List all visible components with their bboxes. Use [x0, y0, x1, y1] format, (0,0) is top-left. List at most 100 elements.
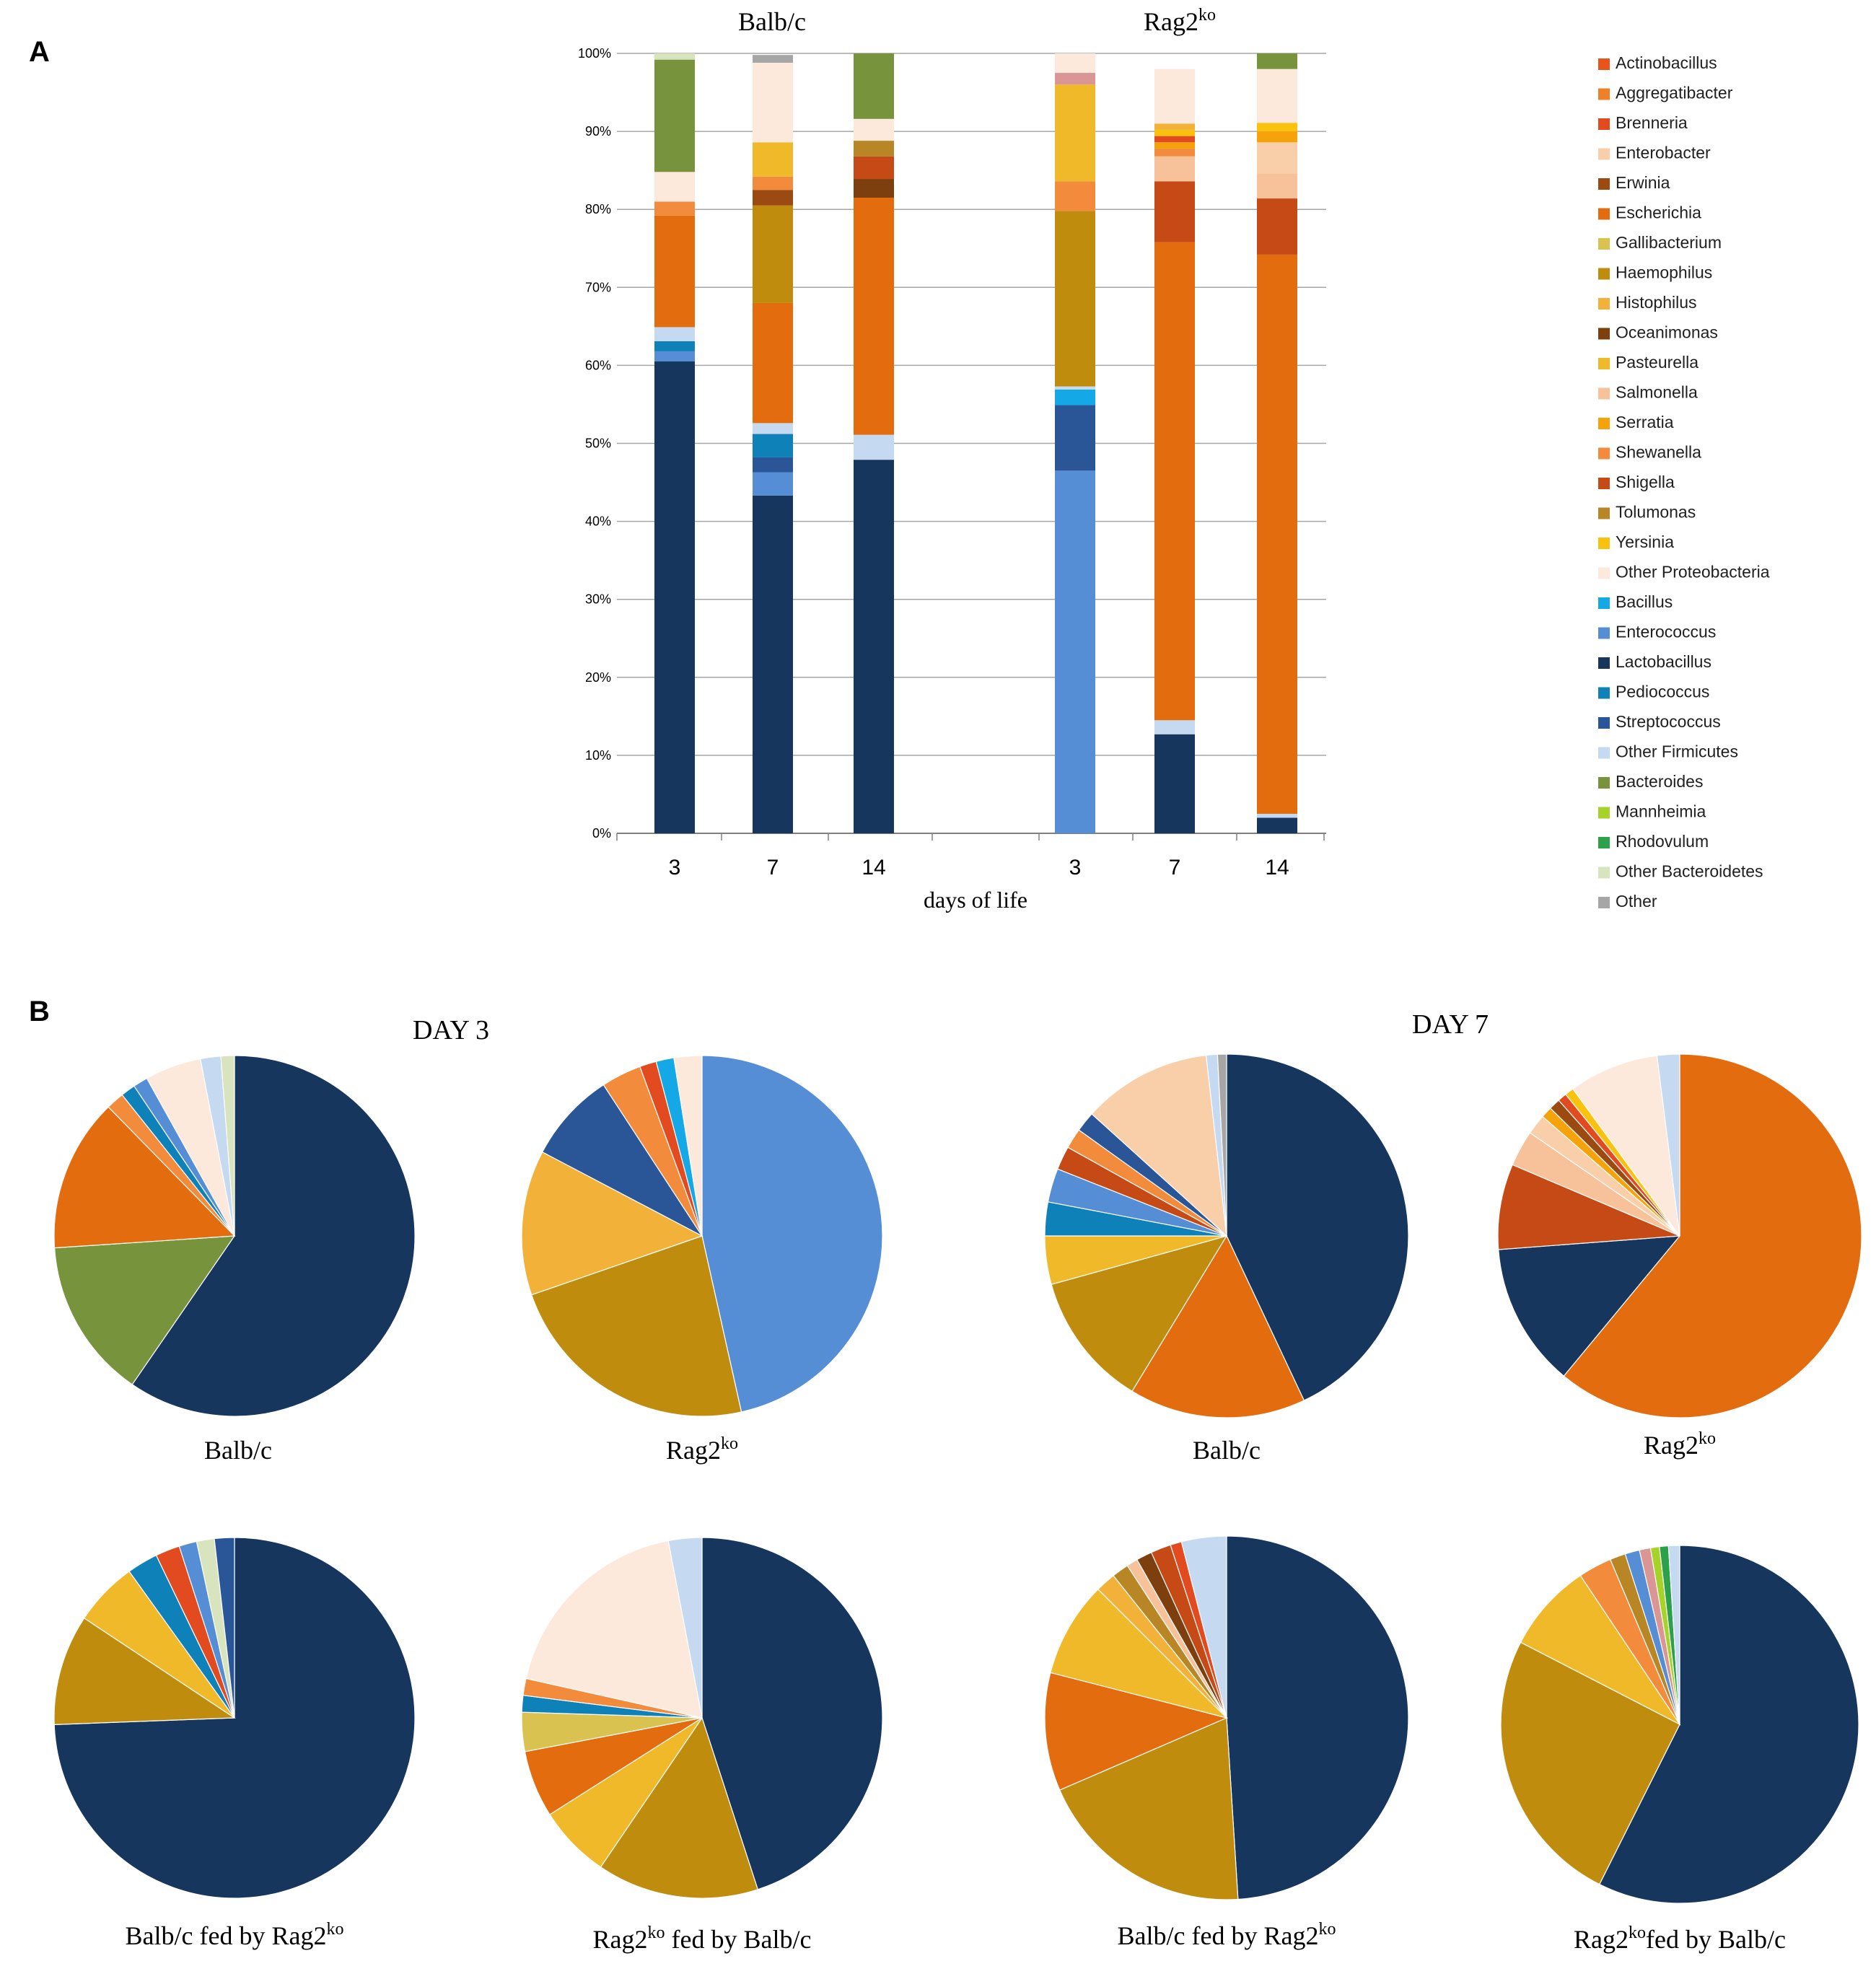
legend-swatch — [1598, 387, 1610, 400]
pie-slice-other-proteobacteria — [1572, 1055, 1680, 1237]
pie-label-sup: ko — [1318, 1920, 1336, 1939]
bar-segment-other-firmicutes — [1257, 813, 1297, 818]
pie-slice-other-firmicutes — [1667, 1545, 1680, 1725]
legend-swatch — [1598, 657, 1610, 669]
legend-swatch — [1598, 687, 1610, 699]
legend-item: Salmonella — [1598, 383, 1698, 402]
legend-item: Gallibacterium — [1598, 233, 1722, 252]
legend-item: Enterococcus — [1598, 623, 1716, 641]
legend-swatch — [1598, 507, 1610, 519]
pie-slice-haemophilus — [1051, 1235, 1228, 1392]
legend-item: Erwinia — [1598, 173, 1670, 192]
bar-segment-enterobacter — [1257, 142, 1297, 174]
bar-segment-bacteroides — [1257, 53, 1297, 69]
pie-d7-balbc-fed: Balb/c fed by Rag2ko — [1044, 1535, 1409, 1950]
y-tick-label: 90% — [585, 124, 611, 139]
bar-segment-shewanella — [753, 176, 793, 190]
legend-label: Pediococcus — [1616, 683, 1709, 701]
bar-segment-serratia — [1154, 142, 1195, 149]
bar-segment-escherichia — [1257, 254, 1297, 814]
pie-label-sup: ko — [326, 1920, 343, 1939]
bar-segment-other-proteobacteria — [854, 118, 894, 141]
bar-segment-other-firmicutes — [753, 423, 793, 434]
bar-segment-escherichia — [753, 302, 793, 424]
legend-swatch — [1598, 747, 1610, 759]
pie-slice-pasteurella — [1520, 1574, 1681, 1726]
legend-swatch — [1598, 447, 1610, 460]
legend-label: Streptococcus — [1616, 712, 1721, 731]
pie-label: Balb/c fed by Rag2ko — [126, 1920, 344, 1950]
pie-slice-lactobacillus — [701, 1537, 883, 1890]
bar-segment-escherichia — [854, 197, 894, 435]
legend-swatch — [1598, 208, 1610, 220]
day7-title: DAY 7 — [1412, 1009, 1489, 1040]
legend-item: Other Proteobacteria — [1598, 563, 1770, 582]
pie-label-sup: ko — [1629, 1923, 1646, 1942]
legend-swatch — [1598, 538, 1610, 549]
pie-d7-balbc: Balb/c — [1044, 1053, 1409, 1465]
bar-segment-escherichia — [654, 215, 695, 328]
pie-slice-haemophilus — [53, 1617, 236, 1725]
bar-segment-shigella — [854, 156, 894, 180]
legend-item: Histophilus — [1598, 293, 1697, 312]
bar-segment-bacillus — [1055, 389, 1095, 405]
pie-slice-other-firmicutes — [1656, 1053, 1680, 1237]
panel-label-a: A — [29, 36, 50, 68]
bar-segment-lactobacillus — [1257, 817, 1297, 833]
pie-label-text: Balb/c fed by Rag2 — [126, 1921, 327, 1950]
legend-swatch — [1598, 478, 1610, 489]
legend-swatch — [1598, 148, 1610, 160]
legend-swatch — [1598, 597, 1610, 609]
bar-segment-tolumonas — [854, 141, 894, 157]
bar-segment-other-proteobacteria — [1055, 53, 1095, 74]
pie-label: Balb/c — [204, 1436, 272, 1465]
pie-slice-haemophilus — [600, 1716, 759, 1899]
legend-label: Actinobacillus — [1616, 53, 1717, 72]
legend-label: Bacteroides — [1616, 772, 1703, 791]
legend-label: Shigella — [1616, 473, 1675, 491]
pie-label-text: Rag2 — [1644, 1431, 1699, 1460]
bar-segment-other-proteobacteria — [753, 62, 793, 143]
y-tick-label: 70% — [585, 280, 611, 294]
bar-segment-haemophilus — [753, 205, 793, 303]
legend-item: Pediococcus — [1598, 683, 1709, 701]
legend-label: Other Proteobacteria — [1616, 563, 1770, 582]
pie-slice-haemophilus — [1500, 1641, 1680, 1885]
y-tick-label: 20% — [585, 670, 611, 685]
x-tick-label: 14 — [1265, 856, 1289, 879]
bar-gridlines — [616, 53, 1326, 841]
day3-title: DAY 3 — [413, 1015, 489, 1045]
legend-swatch — [1598, 627, 1610, 639]
bar-segment-salmonella — [1154, 156, 1195, 182]
legend: Actinobacillus Aggregatibacter Brenneria En… — [1598, 53, 1770, 911]
pie-label-text: Balb/c — [1193, 1436, 1261, 1465]
bar-segment-pink — [1055, 73, 1095, 85]
bar-segment-enterococcus — [654, 351, 695, 361]
bar-segment-other-firmicutes — [1055, 386, 1095, 390]
bar-segment-haemophilus — [1055, 211, 1095, 387]
pie-slice-bacteroides — [53, 1235, 236, 1385]
pie-d3-rag2: Rag2ko — [521, 1055, 883, 1465]
legend-item: Bacillus — [1598, 592, 1673, 611]
legend-label: Pasteurella — [1616, 353, 1699, 372]
legend-item: Streptococcus — [1598, 712, 1721, 731]
legend-swatch — [1598, 328, 1610, 340]
legend-item: Shewanella — [1598, 443, 1701, 462]
bar-segment-pediococcus — [654, 341, 695, 351]
y-tick-label: 0% — [592, 826, 611, 841]
legend-label: Aggregatibacter — [1616, 84, 1733, 102]
legend-swatch — [1598, 238, 1610, 250]
legend-swatch — [1598, 88, 1610, 100]
pie-label-sup: ko — [721, 1434, 738, 1453]
bar-segment-other-firmicutes — [854, 434, 894, 460]
y-tick-label: 40% — [585, 514, 611, 529]
legend-item: Haemophilus — [1598, 263, 1712, 282]
pie-slice-escherichia — [1131, 1234, 1305, 1418]
x-tick-label: 14 — [862, 856, 885, 879]
bar-segment-shewanella — [1055, 181, 1095, 211]
x-tick-label: 7 — [1169, 856, 1181, 879]
pie-slice-lactobacillus — [131, 1055, 416, 1417]
bar-segment-lactobacillus — [654, 361, 695, 833]
